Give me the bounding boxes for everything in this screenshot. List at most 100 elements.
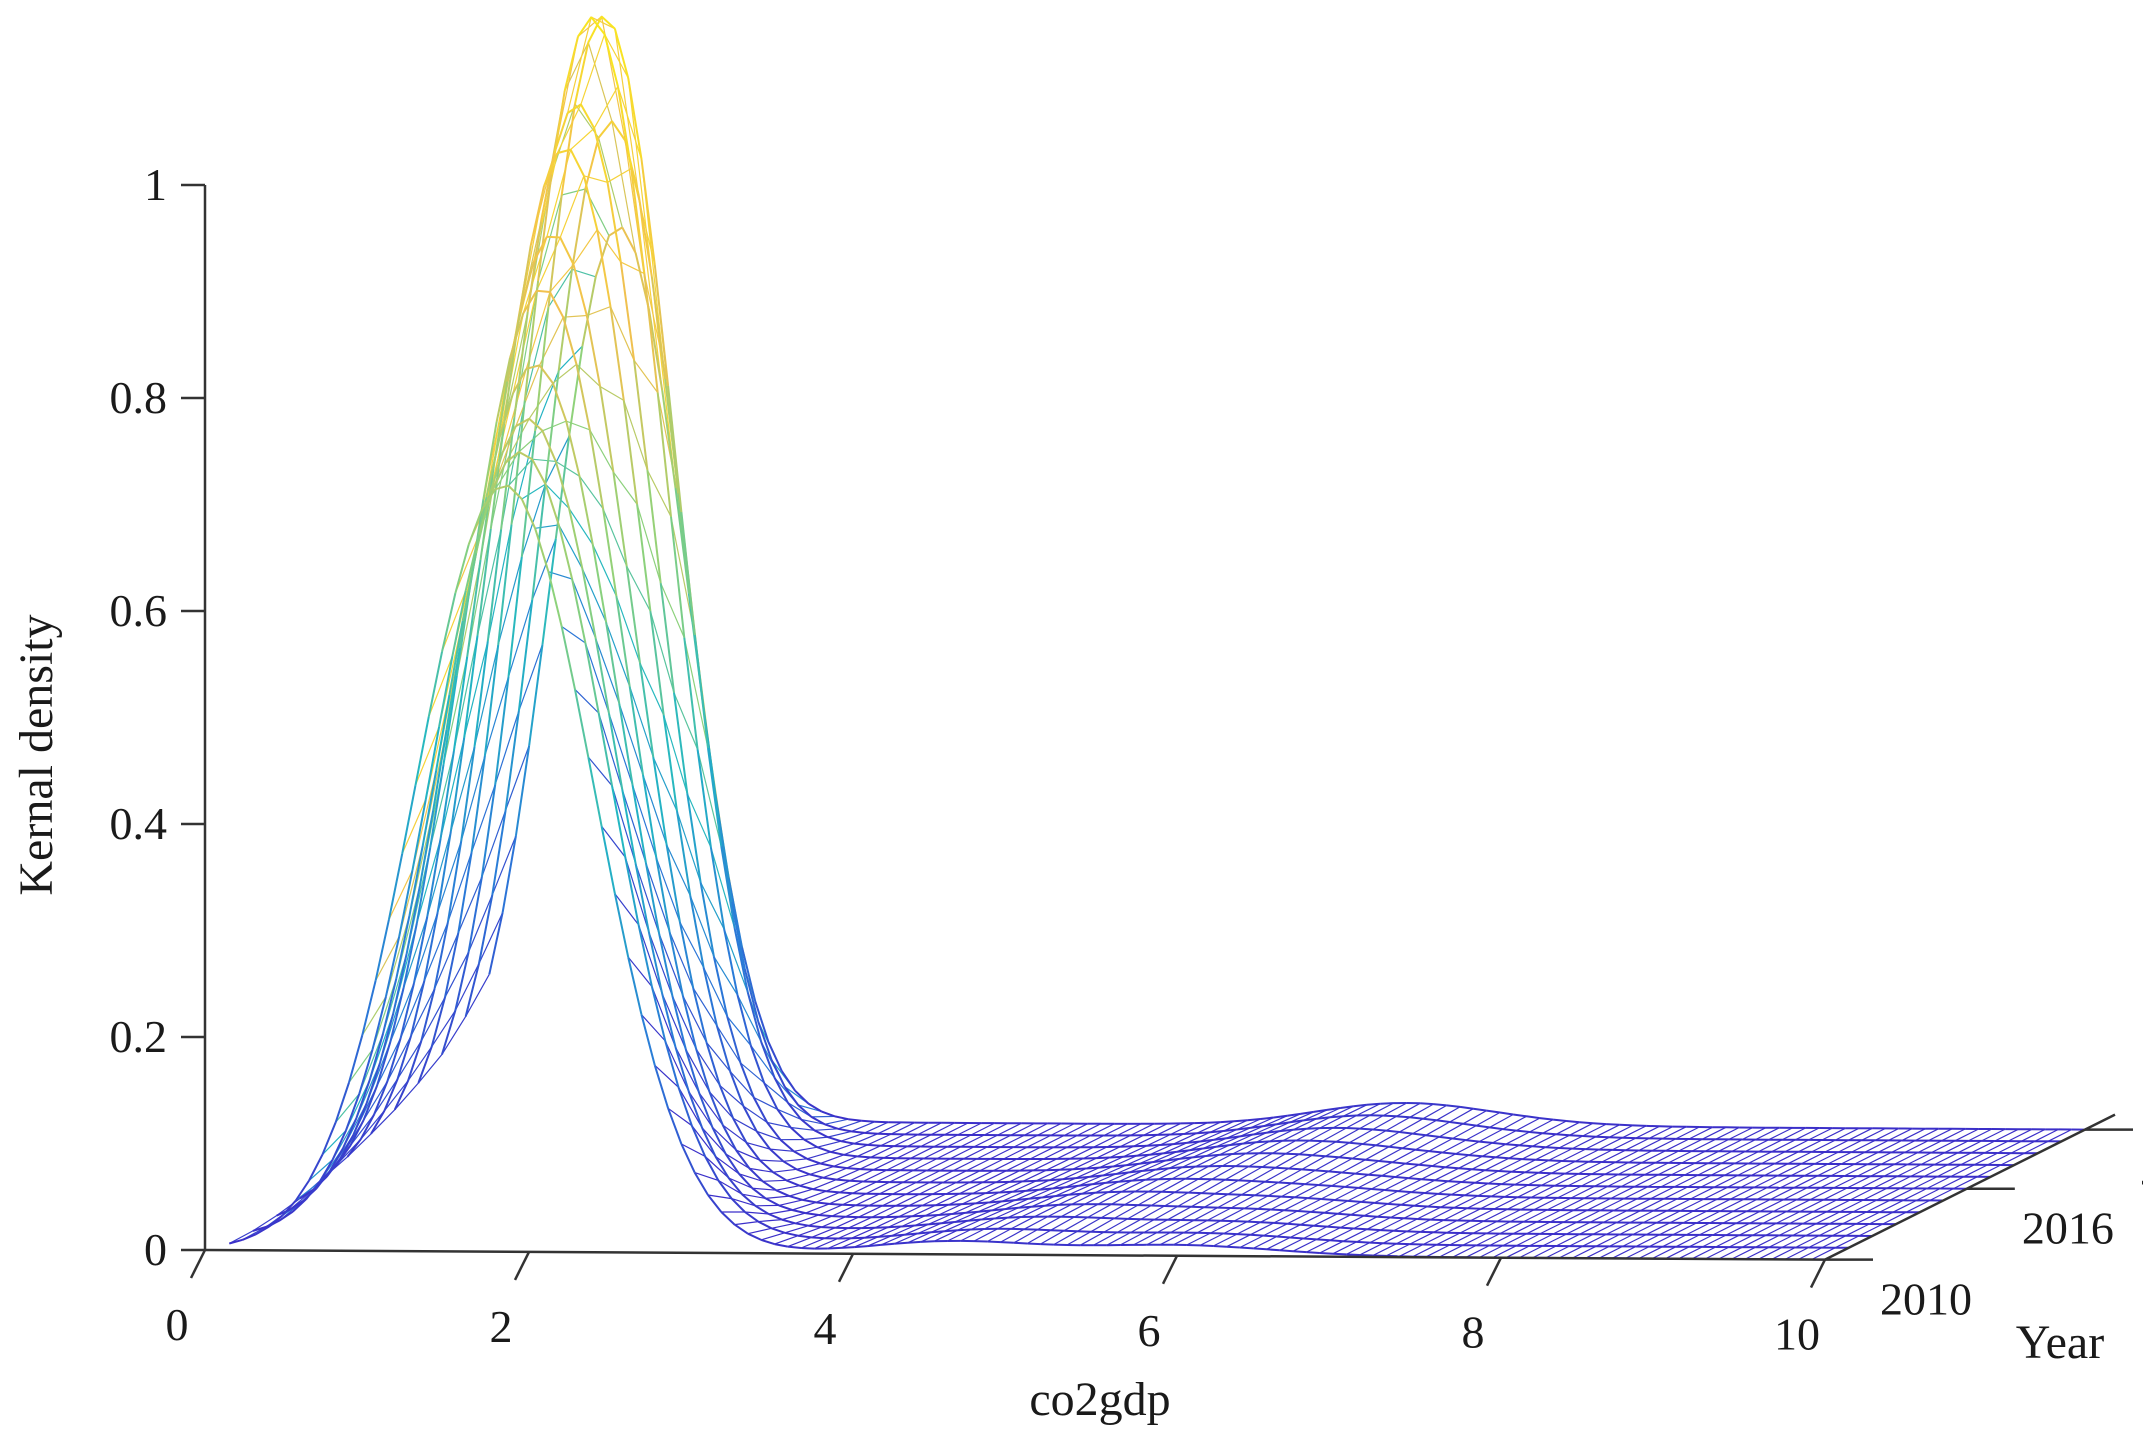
series-2010-segment xyxy=(1306,1251,1320,1254)
series-2011-segment xyxy=(1316,1238,1331,1242)
series-2015-segment xyxy=(413,916,429,984)
series-2010-segment xyxy=(534,528,550,572)
series-2021-segment xyxy=(741,947,757,1002)
series-2010-segment xyxy=(907,1240,921,1244)
series-2014-segment xyxy=(802,1198,817,1204)
series-2019-segment xyxy=(1505,1143,1520,1147)
surface-crossline xyxy=(987,1119,1248,1243)
series-2018-segment xyxy=(1522,1158,1536,1161)
surface-crossline xyxy=(1252,1113,1514,1249)
surface-crossline xyxy=(1213,1108,1474,1247)
x-tick-label: 6 xyxy=(1138,1305,1161,1356)
series-2020-segment xyxy=(464,963,480,1017)
series-2011-segment xyxy=(371,996,387,1050)
series-2013-segment xyxy=(978,1209,992,1213)
x-tick xyxy=(1809,1259,1827,1289)
series-2016-segment xyxy=(742,1105,758,1132)
series-2012-segment xyxy=(674,1046,690,1092)
series-2017-segment xyxy=(633,360,649,471)
series-2013-segment xyxy=(951,1211,966,1215)
series-2017-segment xyxy=(752,1097,768,1123)
surface-crossline xyxy=(947,1122,1208,1242)
surface-crossline xyxy=(1718,1128,1979,1260)
series-2016-segment xyxy=(1381,1174,1396,1178)
series-2015-segment xyxy=(1012,1189,1026,1193)
series-2018-segment xyxy=(523,280,540,401)
series-2010-segment xyxy=(1199,1244,1214,1247)
series-2010-segment xyxy=(1213,1245,1227,1248)
series-2018-segment xyxy=(1535,1158,1549,1162)
surface-crossline xyxy=(880,1123,1142,1246)
series-2015-segment xyxy=(1091,1181,1106,1186)
series-2012-segment xyxy=(528,417,544,432)
series-2016-segment xyxy=(1301,1168,1316,1172)
series-2012-segment xyxy=(541,430,557,462)
series-2016-segment xyxy=(662,715,678,812)
series-2012-segment xyxy=(647,931,664,995)
series-2013-segment xyxy=(778,1204,793,1211)
series-2021-segment xyxy=(568,345,584,437)
series-2018-segment xyxy=(656,392,672,517)
series-2020-segment xyxy=(1329,1115,1344,1119)
x-tick xyxy=(837,1253,855,1283)
series-2012-segment xyxy=(1327,1225,1341,1229)
surface-crossline xyxy=(960,1121,1221,1242)
series-2010-segment xyxy=(627,956,643,1015)
series-2017-segment xyxy=(659,582,675,693)
series-2017-segment xyxy=(833,1165,848,1170)
series-2013-segment xyxy=(1031,1204,1045,1208)
series-2010-segment xyxy=(229,1238,243,1245)
series-2014-segment xyxy=(429,764,445,849)
series-2014-segment xyxy=(349,1119,365,1146)
series-2021-segment xyxy=(661,390,677,489)
series-2010-segment xyxy=(613,893,630,958)
series-2015-segment xyxy=(1318,1184,1332,1187)
series-2012-segment xyxy=(781,1218,796,1225)
series-2018-segment xyxy=(1508,1157,1523,1161)
series-2019-segment xyxy=(507,556,523,677)
surface-crossline xyxy=(1465,1126,1727,1258)
series-2013-segment xyxy=(1430,1218,1444,1222)
series-2015-segment xyxy=(1118,1179,1133,1183)
series-2020-segment xyxy=(1303,1117,1317,1122)
series-2015-segment xyxy=(1344,1185,1359,1189)
series-2021-segment xyxy=(861,1119,875,1123)
series-2020-segment xyxy=(1556,1133,1570,1137)
series-2013-segment xyxy=(432,729,448,811)
series-2012-segment xyxy=(568,508,584,570)
series-2011-segment xyxy=(1263,1234,1277,1238)
series-2013-segment xyxy=(578,476,594,545)
series-2012-segment xyxy=(1353,1227,1368,1231)
surface-crossline xyxy=(1332,1122,1594,1255)
series-2012-segment xyxy=(501,425,517,453)
series-2016-segment xyxy=(1075,1175,1090,1180)
series-2018-segment xyxy=(776,1108,792,1129)
series-2015-segment xyxy=(1451,1193,1465,1197)
series-2019-segment xyxy=(587,16,603,43)
series-2019-segment xyxy=(1226,1135,1241,1140)
series-2016-segment xyxy=(1434,1179,1449,1183)
series-2017-segment xyxy=(393,1080,410,1111)
series-2019-segment xyxy=(746,992,763,1043)
series-2011-segment xyxy=(557,524,574,580)
series-2019-segment xyxy=(1253,1131,1267,1136)
surface-crossline xyxy=(1093,1105,1354,1246)
series-2015-segment xyxy=(1477,1194,1492,1198)
series-2011-segment xyxy=(1383,1242,1397,1245)
series-2021-segment xyxy=(541,538,557,645)
series-2012-segment xyxy=(928,1222,942,1226)
series-2019-segment xyxy=(733,927,749,994)
series-2012-segment xyxy=(1233,1220,1248,1223)
series-2012-segment xyxy=(1273,1221,1288,1225)
series-2019-segment xyxy=(441,1010,457,1055)
series-2021-segment xyxy=(1340,1105,1354,1109)
year-tick-label: 2016 xyxy=(2022,1203,2114,1254)
series-2011-segment xyxy=(1276,1235,1291,1239)
surface-crossline xyxy=(1598,1127,1860,1259)
series-2015-segment xyxy=(1331,1184,1345,1188)
surface-crossline xyxy=(601,825,862,1131)
series-2013-segment xyxy=(618,703,634,786)
series-2011-segment xyxy=(1077,1230,1091,1233)
series-2021-segment xyxy=(1366,1102,1381,1106)
series-2018-segment xyxy=(723,929,739,996)
